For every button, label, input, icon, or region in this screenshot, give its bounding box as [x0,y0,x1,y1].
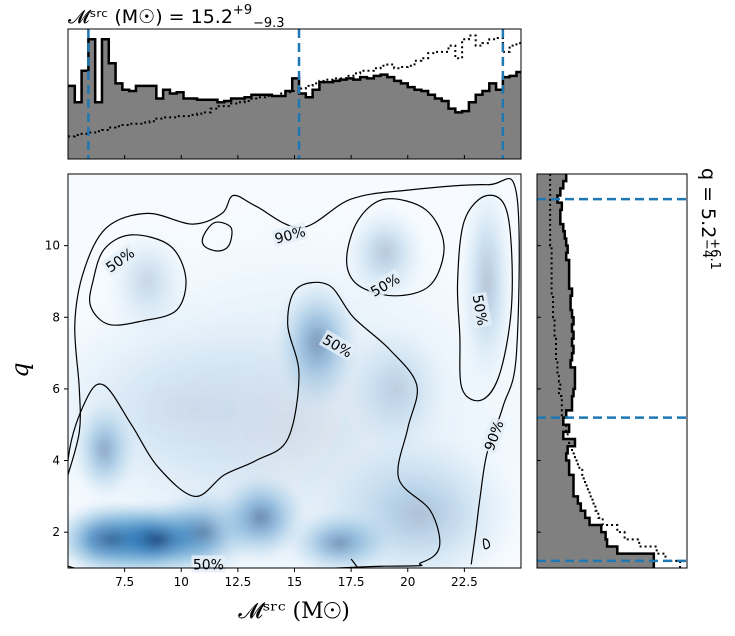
right-marginal-panel [536,173,688,569]
right-title-sup: +6.1 [707,238,722,270]
y-tick-label-2: 6 [52,382,60,396]
x-tick-label-6: 22.5 [451,575,478,589]
x-tick-label-0: 7.5 [115,575,134,589]
x-tick-label-5: 20 [400,575,415,589]
right-posterior-fill [537,174,654,568]
density-heatmap [68,174,521,568]
contour-label-50-4: 50% [193,557,224,573]
right-posterior-line [556,174,656,568]
right-marginal-title: q = 5.2+6.1 −4 [697,168,722,270]
svg-text:q = 5.2+6.1: q = 5.2+6.1 [697,168,722,270]
top-marginal-panel [67,28,522,160]
contour-90-loop-0 [201,221,233,252]
top-title-sub: −9.3 [253,16,285,31]
top-posterior-line [68,38,521,114]
x-axis-label: 𝓜ˢʳᶜ (M☉) [238,599,350,624]
x-tick-label-2: 12.5 [225,575,252,589]
y-axis-label: q [6,362,34,377]
x-tick-label-1: 10 [174,575,189,589]
y-tick-label-0: 2 [52,525,60,539]
y-tick-label-4: 10 [45,239,60,253]
contour-label-90-0: 90% [273,224,307,248]
contour-90-loop-1 [482,538,491,550]
top-posterior-fill [68,39,521,159]
right-prior-line [549,174,682,568]
right-title-main: q = 5.2 [697,168,719,238]
x-tick-label-4: 17.5 [338,575,365,589]
top-marginal-title: 𝓜ˢʳᶜ (M☉) = 15.2+9 [68,3,252,28]
y-tick-label-1: 4 [52,454,60,468]
contour-50-loop-1 [345,198,445,297]
right-title-sub: −4 [699,239,714,258]
top-title-main: 𝓜ˢʳᶜ (M☉) = 15.2 [68,6,233,28]
density-peak-13 [68,195,521,568]
x-tick-label-3: 15 [287,575,302,589]
contour-50-loop-0 [88,234,187,326]
contour-label-50-3: 50% [469,294,490,327]
y-tick-label-3: 8 [52,310,60,324]
top-title-sup: +9 [233,3,252,18]
contour-50-loop-2 [456,194,513,402]
joint-density-panel: 90%90%50%50%50%50%50% 7.5 10 12.5 15 17.5 20 2… [45,173,522,589]
contour-50-loop-3 [68,281,441,568]
